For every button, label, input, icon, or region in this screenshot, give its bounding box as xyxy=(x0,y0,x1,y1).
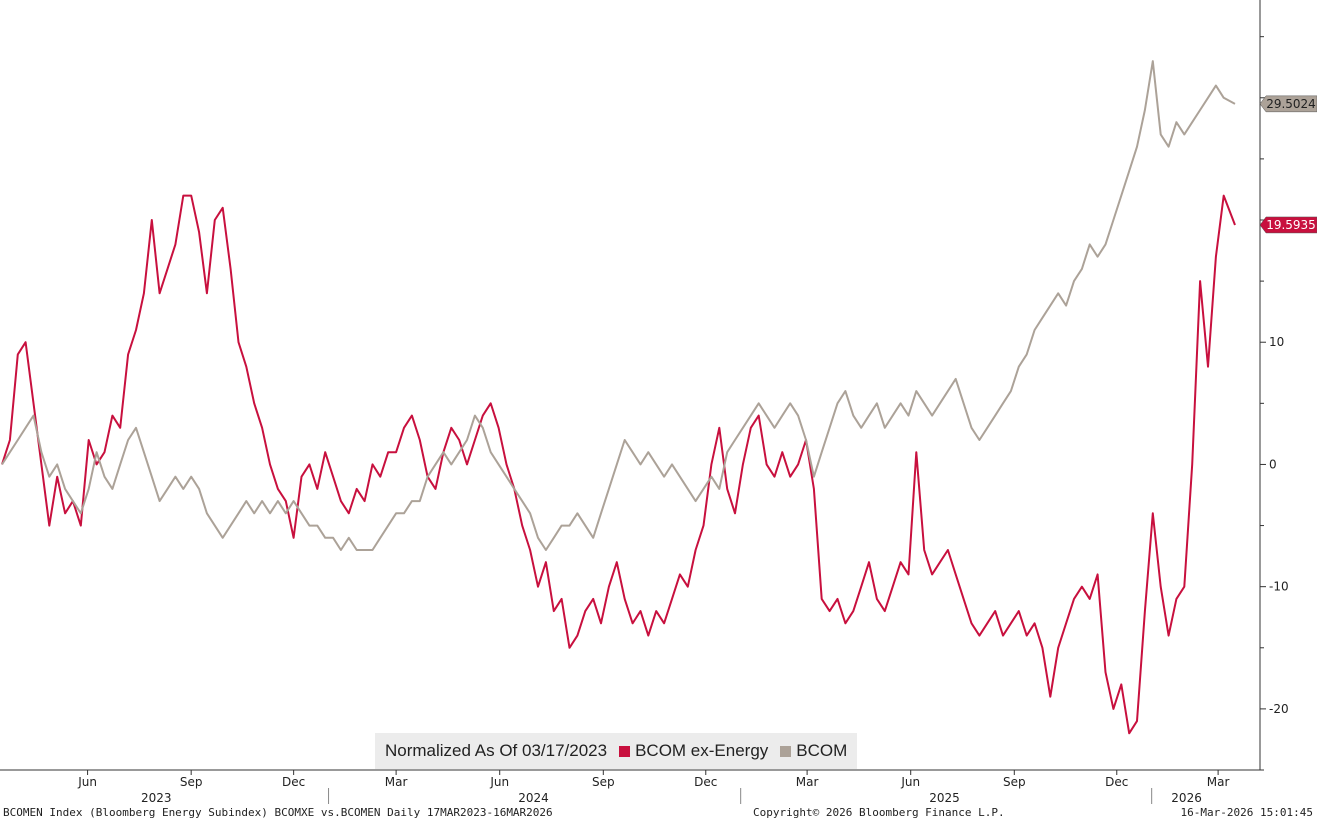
legend-swatch-bcom-ex-energy xyxy=(619,745,631,757)
last-value-tag xyxy=(1259,216,1317,234)
footer-copyright: Copyright© 2026 Bloomberg Finance L.P. xyxy=(753,806,1005,819)
last-value-label: 29.5024 xyxy=(1266,97,1316,111)
series-line-bcom xyxy=(1,60,1236,551)
x-tick-label: Mar xyxy=(1207,775,1230,789)
x-year-label: 2026 xyxy=(1171,791,1202,805)
legend-label-bcom-ex-energy: BCOM ex-Energy xyxy=(635,741,769,760)
y-tick-label: -20 xyxy=(1269,702,1289,716)
x-tick-label: Dec xyxy=(282,775,305,789)
x-tick-label: Jun xyxy=(77,775,97,789)
x-year-label: 2025 xyxy=(929,791,960,805)
series-line-bcom-ex-energy xyxy=(1,194,1236,735)
legend-swatch-bcom xyxy=(780,745,792,757)
legend: Normalized As Of 03/17/2023 BCOM ex-Ener… xyxy=(375,733,858,769)
x-tick-label: Mar xyxy=(796,775,819,789)
last-value-tag xyxy=(1259,95,1317,113)
x-tick-label: Sep xyxy=(180,775,203,789)
footer-source-text: BCOMEN Index (Bloomberg Energy Subindex)… xyxy=(3,806,553,819)
footer-timestamp: 16-Mar-2026 15:01:45 xyxy=(1180,806,1313,819)
x-tick-label: Dec xyxy=(1105,775,1128,789)
y-tick-label: 10 xyxy=(1269,335,1284,349)
y-tick-label: 0 xyxy=(1269,457,1277,471)
x-tick-label: Sep xyxy=(1003,775,1026,789)
x-year-label: 2024 xyxy=(518,791,549,805)
x-tick-label: Dec xyxy=(694,775,717,789)
x-year-label: 2023 xyxy=(141,791,172,805)
x-tick-label: Sep xyxy=(592,775,615,789)
legend-normalized-note: Normalized As Of 03/17/2023 xyxy=(385,741,608,760)
x-tick-label: Jun xyxy=(900,775,920,789)
x-tick-label: Jun xyxy=(489,775,509,789)
x-tick-label: Mar xyxy=(385,775,408,789)
last-value-label: 19.5935 xyxy=(1266,218,1316,232)
y-tick-label: -10 xyxy=(1269,580,1289,594)
legend-label-bcom: BCOM xyxy=(796,741,848,760)
